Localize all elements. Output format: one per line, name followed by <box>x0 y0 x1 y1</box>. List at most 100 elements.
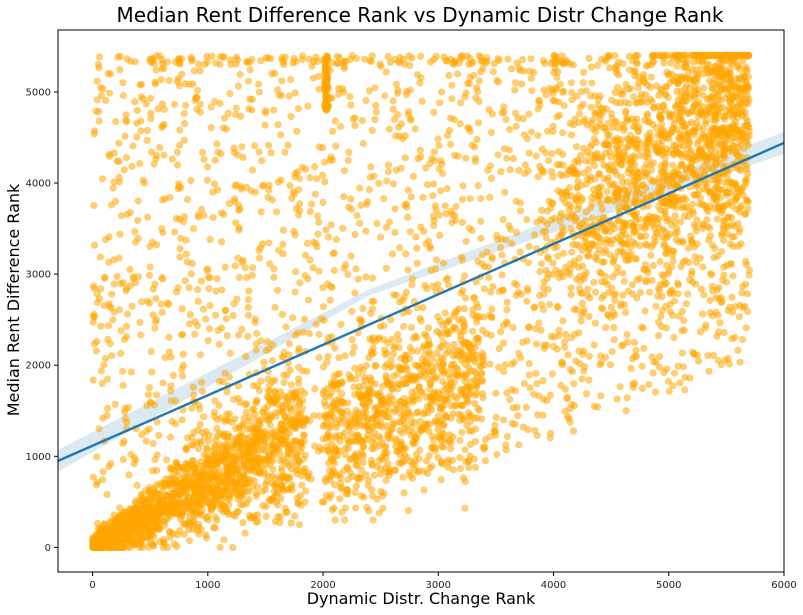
data-point <box>731 302 740 311</box>
data-point <box>208 52 216 60</box>
data-point <box>579 79 587 87</box>
data-point <box>268 357 276 365</box>
data-point <box>275 444 284 452</box>
data-point <box>284 141 292 149</box>
data-point <box>561 343 569 351</box>
data-point <box>143 510 151 518</box>
data-point <box>434 388 442 396</box>
data-point <box>623 191 632 199</box>
data-point <box>434 453 442 461</box>
data-point <box>513 228 521 237</box>
data-point <box>538 206 546 214</box>
data-point <box>176 126 184 134</box>
data-point <box>323 358 331 366</box>
data-point <box>336 495 344 503</box>
data-point <box>253 329 261 337</box>
data-point <box>149 467 157 475</box>
data-point <box>200 413 208 421</box>
data-point <box>98 379 106 387</box>
data-point <box>332 142 340 150</box>
data-point <box>136 318 144 327</box>
data-point <box>181 120 189 128</box>
data-point <box>296 174 304 183</box>
data-point <box>481 457 489 465</box>
data-point <box>507 65 516 73</box>
data-point <box>695 357 703 365</box>
data-point <box>475 77 483 85</box>
data-point <box>465 464 473 472</box>
data-point <box>282 459 290 467</box>
data-point <box>137 331 145 339</box>
data-point <box>313 175 321 183</box>
data-point <box>287 519 295 527</box>
data-point <box>385 413 393 421</box>
data-point <box>245 413 253 421</box>
data-point <box>401 444 410 453</box>
data-point <box>698 130 707 139</box>
data-point <box>199 387 207 395</box>
data-point <box>143 297 151 305</box>
data-point <box>713 286 721 294</box>
data-point <box>461 504 469 512</box>
data-point <box>143 401 151 409</box>
data-point <box>361 373 369 381</box>
data-point <box>205 285 213 293</box>
data-point <box>264 443 272 451</box>
data-point <box>453 70 462 78</box>
data-point <box>420 486 428 494</box>
data-point <box>347 195 355 203</box>
data-point <box>295 211 303 219</box>
data-point <box>697 107 705 115</box>
data-point <box>352 504 360 512</box>
data-point <box>360 381 368 390</box>
data-point <box>353 462 361 470</box>
data-point <box>596 361 604 369</box>
data-point <box>337 320 345 328</box>
data-point <box>275 246 283 254</box>
data-point <box>528 87 536 95</box>
data-point <box>634 170 642 178</box>
data-point <box>685 258 693 266</box>
data-point <box>170 540 178 548</box>
data-point <box>417 153 425 161</box>
data-point <box>555 274 563 282</box>
data-point <box>202 315 210 323</box>
data-point <box>614 124 622 132</box>
data-point <box>137 127 145 135</box>
data-point <box>117 327 125 335</box>
data-point <box>711 244 719 253</box>
data-point <box>473 389 481 397</box>
data-point <box>159 543 167 552</box>
data-point <box>604 197 612 205</box>
data-point <box>134 197 142 205</box>
data-point <box>175 141 184 149</box>
data-point <box>697 285 706 293</box>
data-point <box>458 218 466 227</box>
data-point <box>728 293 736 301</box>
data-point <box>352 423 360 431</box>
data-point <box>332 401 340 409</box>
data-point <box>306 208 314 216</box>
data-point <box>660 242 668 250</box>
data-point <box>607 153 615 161</box>
data-point <box>145 384 153 392</box>
data-point <box>575 329 583 337</box>
data-point <box>523 216 531 224</box>
data-point <box>332 447 340 455</box>
data-point <box>213 140 221 148</box>
data-point <box>523 135 532 143</box>
data-point <box>698 200 706 208</box>
data-point <box>587 103 595 111</box>
data-point <box>478 377 486 385</box>
data-point <box>556 170 564 178</box>
data-point <box>559 223 567 232</box>
data-point <box>442 349 450 358</box>
data-point <box>271 409 279 417</box>
data-point <box>373 219 381 227</box>
data-point <box>703 216 711 224</box>
data-point <box>253 483 262 491</box>
data-point <box>713 115 721 123</box>
data-point <box>159 379 167 387</box>
data-point <box>478 349 486 357</box>
data-point <box>631 72 639 80</box>
